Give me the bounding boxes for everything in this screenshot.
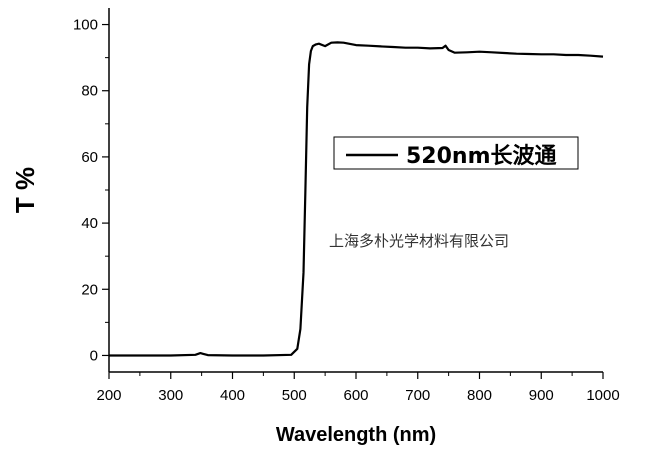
legend-box [333,136,579,170]
x-tick-label: 700 [405,387,430,404]
plot-area: 200 300 400 500 600 700 800 900 1000 0 20 40 60 80 10… [73,8,620,404]
company-annotation: 上海多朴光学材料有限公司 [329,232,509,250]
y-tick-label: 0 [90,347,98,364]
x-tick-label: 600 [343,387,368,404]
y-tick-label: 100 [73,17,98,34]
x-axis-title: Wavelength (nm) [276,424,436,446]
y-axis-ticks: 0 20 40 60 80 100 [73,17,109,364]
x-tick-label: 1000 [586,387,619,404]
y-tick-label: 60 [81,149,98,166]
x-tick-label: 300 [158,387,183,404]
x-tick-label: 500 [282,387,307,404]
legend: 520nm长波通 [333,136,579,170]
x-axis-ticks: 200 300 400 500 600 700 800 900 1000 [96,372,620,404]
y-tick-label: 80 [81,83,98,100]
legend-label: 520nm长波通 [406,144,557,169]
y-axis-title: T % [10,167,40,213]
series-layer [109,41,604,357]
x-tick-label: 900 [529,387,554,404]
y-tick-label: 20 [81,281,98,298]
y-tick-label: 40 [81,215,98,232]
x-tick-label: 800 [467,387,492,404]
x-tick-label: 400 [220,387,245,404]
x-tick-label: 200 [96,387,121,404]
series-line [109,41,604,357]
